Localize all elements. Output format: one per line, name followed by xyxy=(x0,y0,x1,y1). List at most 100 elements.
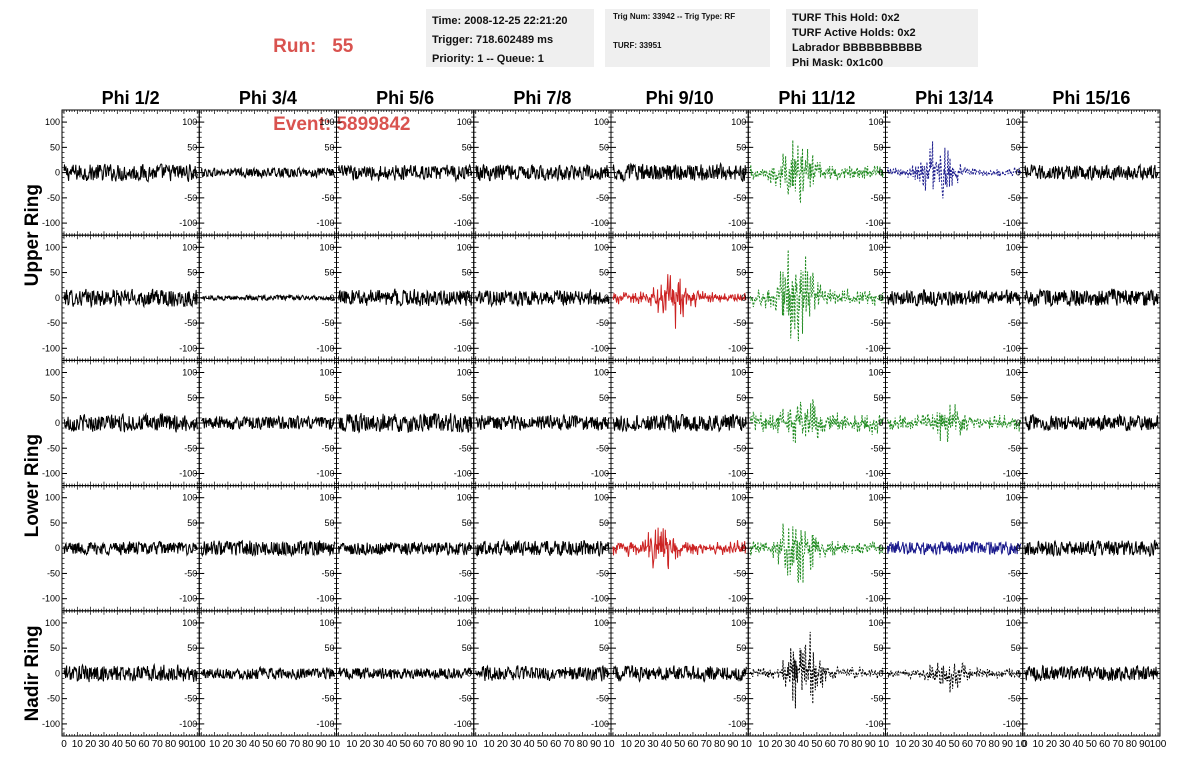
y-tick-label: -100 xyxy=(728,469,746,479)
turf-hold-panel: TURF This Hold: 0x2 TURF Active Holds: 0… xyxy=(786,9,978,69)
y-tick-label: 100 xyxy=(182,368,197,378)
y-tick-label: 50 xyxy=(1011,268,1021,278)
y-tick-label: 100 xyxy=(457,117,472,127)
y-tick-label: 0 xyxy=(192,543,197,553)
y-tick-label: -100 xyxy=(728,594,746,604)
y-tick-label: 50 xyxy=(736,518,746,528)
y-tick-label: 0 xyxy=(192,418,197,428)
y-tick-label: -50 xyxy=(733,318,746,328)
y-tick-label: -50 xyxy=(184,443,197,453)
y-tick-label: -50 xyxy=(870,443,883,453)
y-tick-label: -100 xyxy=(42,594,60,604)
phi-mask-line: Phi Mask: 0x1c00 xyxy=(792,57,884,69)
y-tick-label: 100 xyxy=(319,242,334,252)
y-tick-label: -50 xyxy=(321,193,334,203)
y-tick-label: 50 xyxy=(187,518,197,528)
y-tick-label: 0 xyxy=(467,293,472,303)
y-tick-label: -50 xyxy=(47,318,60,328)
y-tick-label: -50 xyxy=(459,193,472,203)
y-tick-label: 0 xyxy=(741,418,746,428)
waveform-trace xyxy=(475,413,610,431)
waveform-trace xyxy=(200,539,335,558)
y-tick-label: -50 xyxy=(47,193,60,203)
y-tick-label: 50 xyxy=(599,142,609,152)
y-tick-label: 0 xyxy=(329,168,334,178)
waveform-trace xyxy=(63,540,198,557)
y-tick-label: -100 xyxy=(42,469,60,479)
column-header: Phi 9/10 xyxy=(646,88,714,108)
waveform-trace xyxy=(612,527,747,570)
y-tick-label: 0 xyxy=(55,168,60,178)
y-tick-label: -100 xyxy=(316,594,334,604)
y-tick-label: 0 xyxy=(604,293,609,303)
ring-label: Upper Ring xyxy=(22,184,43,286)
time-line: Time: 2008-12-25 22:21:20 xyxy=(432,15,568,27)
y-tick-label: 50 xyxy=(50,142,60,152)
y-tick-label: 100 xyxy=(868,368,883,378)
waveform-trace xyxy=(338,412,473,434)
run-label: Run: xyxy=(273,36,317,57)
y-tick-label: 0 xyxy=(192,293,197,303)
y-tick-label: 100 xyxy=(1006,242,1021,252)
y-tick-label: 100 xyxy=(594,117,609,127)
y-tick-label: 0 xyxy=(604,543,609,553)
y-tick-label: 100 xyxy=(182,242,197,252)
y-tick-label: -100 xyxy=(316,469,334,479)
turf-active-line: TURF Active Holds: 0x2 xyxy=(792,27,916,39)
event-value: 5899842 xyxy=(336,114,411,135)
waveform-trace xyxy=(63,288,198,309)
labrador-line: Labrador BBBBBBBBBB xyxy=(792,42,923,54)
y-tick-label: 50 xyxy=(736,142,746,152)
time-trigger-panel: Time: 2008-12-25 22:21:20 Trigger: 718.6… xyxy=(426,9,594,67)
column-header: Phi 3/4 xyxy=(239,88,297,108)
y-tick-label: -100 xyxy=(1003,218,1021,228)
y-tick-label: 100 xyxy=(45,368,60,378)
y-tick-label: 100 xyxy=(868,242,883,252)
waveform-trace xyxy=(338,163,473,183)
waveform-trace xyxy=(475,163,610,182)
y-tick-label: -50 xyxy=(1008,193,1021,203)
y-tick-label: 0 xyxy=(741,293,746,303)
y-tick-label: -50 xyxy=(596,193,609,203)
waveform-trace xyxy=(612,274,747,329)
y-tick-label: 0 xyxy=(55,418,60,428)
y-tick-label: 0 xyxy=(1016,418,1021,428)
y-tick-label: 0 xyxy=(329,418,334,428)
ring-label: Lower Ring xyxy=(22,434,43,537)
y-tick-label: -100 xyxy=(179,594,197,604)
y-tick-label: 50 xyxy=(187,268,197,278)
y-tick-label: -50 xyxy=(1008,443,1021,453)
y-tick-label: 50 xyxy=(599,268,609,278)
column-header: Phi 1/2 xyxy=(102,88,160,108)
y-tick-label: 0 xyxy=(878,293,883,303)
waveform-trace xyxy=(749,249,884,342)
y-tick-label: 50 xyxy=(324,268,334,278)
y-tick-label: 0 xyxy=(55,543,60,553)
y-tick-label: 50 xyxy=(50,518,60,528)
y-tick-label: -50 xyxy=(1008,318,1021,328)
y-tick-label: -50 xyxy=(47,443,60,453)
y-tick-label: -100 xyxy=(454,218,472,228)
waveform-trace xyxy=(200,414,335,431)
waveform-trace xyxy=(63,163,198,183)
y-tick-label: 0 xyxy=(55,293,60,303)
run-value: 55 xyxy=(332,36,354,57)
y-tick-label: 50 xyxy=(324,393,334,403)
y-tick-label: 100 xyxy=(731,493,746,503)
y-tick-label: -100 xyxy=(591,218,609,228)
y-tick-label: -100 xyxy=(42,218,60,228)
column-header: Phi 15/16 xyxy=(1052,88,1130,108)
y-tick-label: -50 xyxy=(733,568,746,578)
y-tick-label: -100 xyxy=(179,469,197,479)
y-tick-label: 100 xyxy=(731,368,746,378)
waveform-trace xyxy=(887,404,1022,442)
y-tick-label: -100 xyxy=(865,469,883,479)
y-tick-label: -100 xyxy=(728,343,746,353)
y-tick-label: 0 xyxy=(604,168,609,178)
waveform-trace xyxy=(887,288,1022,308)
y-tick-label: -50 xyxy=(47,568,60,578)
y-tick-label: -50 xyxy=(733,443,746,453)
y-tick-label: -100 xyxy=(1003,469,1021,479)
y-tick-label: 50 xyxy=(462,518,472,528)
waveform-trace xyxy=(612,161,747,183)
